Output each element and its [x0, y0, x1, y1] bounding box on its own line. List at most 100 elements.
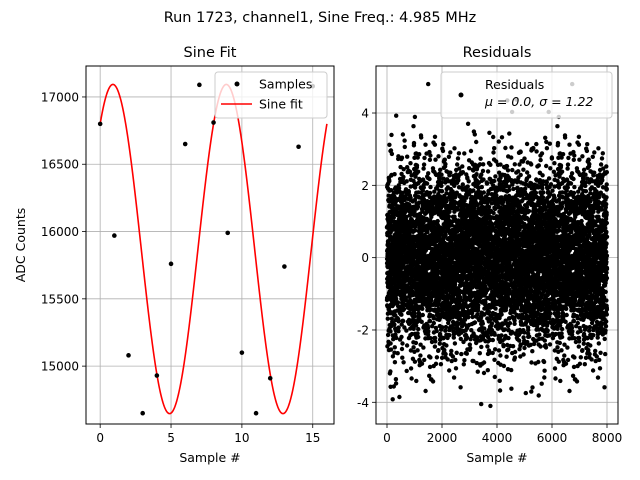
residual-point: [415, 331, 420, 336]
residual-point: [402, 138, 407, 143]
residual-point: [418, 342, 423, 347]
residual-point: [512, 355, 518, 360]
residual-point: [427, 190, 433, 196]
residual-point: [449, 348, 454, 354]
residual-point: [434, 355, 440, 360]
residual-point: [419, 135, 424, 140]
legend-samples-marker: [234, 81, 240, 87]
residual-point: [412, 185, 418, 190]
residual-point: [439, 189, 445, 194]
residual-point: [427, 318, 433, 324]
residual-point: [443, 324, 449, 330]
residual-point: [396, 329, 401, 334]
residual-point: [512, 318, 517, 323]
residual-point: [414, 378, 419, 384]
residual-point: [405, 165, 410, 170]
sample-point: [140, 410, 145, 416]
sine-fit-ytick-label: 16000: [41, 225, 79, 239]
residual-point: [413, 228, 418, 233]
residual-point: [509, 367, 514, 373]
residual-point: [407, 169, 413, 174]
residual-point: [506, 335, 511, 341]
residual-point: [392, 322, 397, 327]
residual-point: [485, 169, 491, 174]
residual-point: [394, 335, 399, 341]
sine-fit-legend: Samples Sine fit: [214, 71, 328, 119]
sample-point: [154, 373, 160, 378]
residual-point: [491, 134, 496, 140]
residual-point: [399, 334, 404, 340]
residual-point: [399, 155, 405, 160]
residual-point: [411, 124, 416, 129]
residual-point: [480, 168, 486, 174]
residual-point: [393, 377, 399, 382]
residual-point: [385, 332, 391, 338]
residual-point: [388, 188, 394, 193]
residual-point: [433, 339, 438, 344]
residual-point: [466, 179, 471, 184]
sine-fit-marks: [97, 82, 328, 416]
residual-point: [475, 312, 480, 317]
residual-point: [481, 370, 487, 376]
residual-point: [399, 322, 404, 327]
residual-point: [447, 333, 452, 338]
residual-point: [503, 145, 508, 151]
residual-point: [389, 151, 395, 157]
residual-point: [394, 296, 399, 301]
residual-point: [499, 312, 504, 317]
residual-point: [423, 142, 428, 147]
residual-point: [448, 150, 453, 155]
residual-point: [472, 132, 477, 137]
residual-point: [416, 326, 421, 332]
residual-point: [439, 180, 444, 185]
residual-point: [455, 162, 460, 167]
sine-fit-xtick-label: 5: [167, 431, 175, 445]
residual-point: [499, 333, 504, 338]
sample-point: [282, 264, 287, 269]
residual-point: [414, 163, 420, 168]
residual-point: [425, 230, 430, 235]
sine-fit-curve: [99, 83, 328, 415]
figure-title: Run 1723, channel1, Sine Freq.: 4.985 MH…: [164, 10, 477, 26]
residual-point: [480, 321, 485, 326]
residual-point: [448, 170, 453, 175]
sample-point: [126, 353, 131, 358]
residual-point: [481, 190, 486, 195]
residual-point: [389, 132, 394, 138]
residual-point: [474, 139, 479, 145]
legend-samples-label: Samples: [259, 77, 312, 92]
sine-fit-xlabel: Sample #: [179, 450, 240, 465]
residual-point: [420, 306, 425, 311]
sine-fit-legend-box: [214, 71, 328, 119]
residual-point: [389, 316, 394, 321]
residual-point: [411, 140, 417, 146]
residual-point: [404, 328, 409, 333]
residual-point: [481, 360, 487, 365]
residual-point: [439, 172, 444, 177]
residual-point: [428, 184, 433, 190]
residual-point: [427, 176, 432, 182]
residual-point: [401, 167, 406, 172]
residual-point: [388, 341, 393, 346]
residual-point: [408, 366, 414, 371]
residual-point: [429, 339, 435, 345]
residual-point: [404, 214, 409, 219]
residual-point: [474, 172, 479, 177]
residual-point: [497, 378, 502, 383]
residual-point: [406, 190, 411, 195]
residual-point: [443, 351, 448, 357]
residual-point: [498, 353, 503, 358]
residual-point: [481, 162, 486, 167]
residual-point: [408, 348, 414, 353]
residual-point: [396, 186, 402, 191]
residual-point: [472, 320, 478, 325]
residual-point: [455, 156, 461, 161]
residual-point: [394, 113, 399, 118]
residual-point: [392, 345, 397, 350]
residual-point: [492, 357, 497, 362]
residual-point: [422, 155, 427, 161]
residual-point: [385, 316, 390, 321]
residual-point: [401, 318, 406, 324]
residual-point: [433, 361, 439, 366]
residual-point: [504, 164, 510, 169]
